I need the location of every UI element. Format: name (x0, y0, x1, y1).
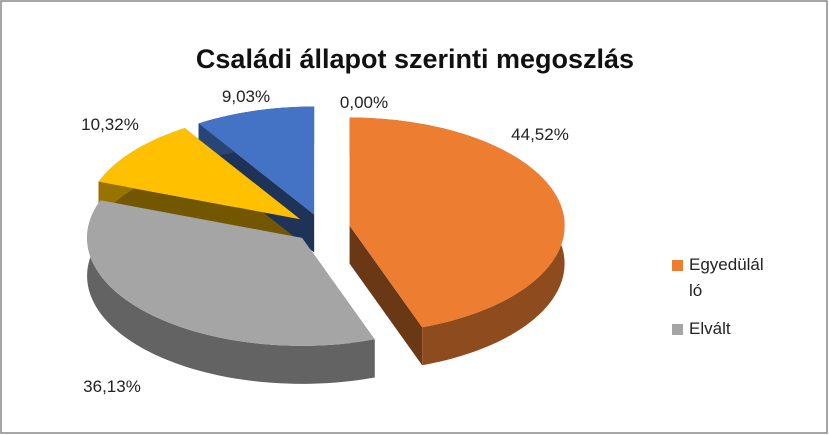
slice-side (87, 200, 375, 384)
data-label: 10,32% (81, 115, 139, 134)
data-label: 44,52% (511, 125, 569, 144)
data-label: 36,13% (83, 377, 141, 396)
slice (98, 128, 301, 220)
legend-label: Elvált (689, 319, 731, 338)
legend-label: Egyedülálló (689, 255, 764, 300)
slice (349, 117, 565, 328)
chart-title: Családi állapot szerinti megoszlás (196, 44, 634, 74)
slice (198, 106, 315, 215)
slice (87, 200, 375, 346)
legend-swatch (672, 260, 683, 271)
slice-wall (349, 225, 423, 366)
data-label: 9,03% (222, 87, 270, 106)
legend-item: Elvált (672, 319, 767, 342)
legend-item: Egyedülálló (672, 255, 767, 304)
legend-swatch (672, 324, 683, 335)
pie-tops (87, 106, 565, 346)
data-label: 0,00% (340, 93, 388, 112)
